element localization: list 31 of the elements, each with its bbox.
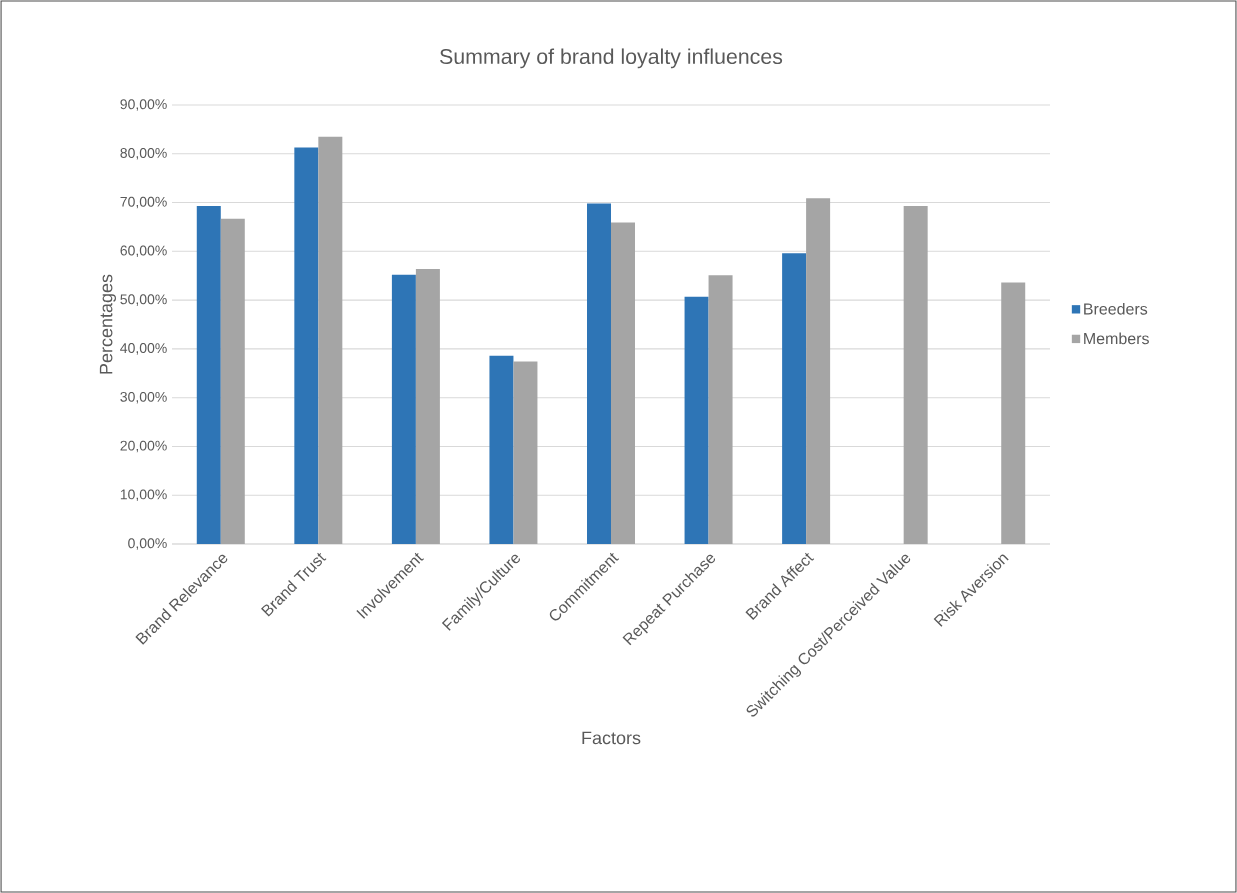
chart-title: Summary of brand loyalty influences (440, 48, 783, 69)
y-tick-label: 30,00% (120, 391, 167, 404)
bar (391, 274, 416, 544)
bar (294, 147, 319, 544)
bar (684, 296, 709, 544)
y-tick-label: 60,00% (120, 245, 167, 258)
bar (611, 222, 636, 544)
bar (415, 268, 440, 544)
y-tick-label: 70,00% (120, 196, 167, 209)
bar (196, 205, 221, 544)
bar (587, 203, 611, 544)
legend-label: Breeders (1084, 302, 1148, 315)
y-axis-title: Percentages (99, 274, 116, 374)
bar (782, 253, 807, 544)
bar (903, 205, 928, 544)
y-tick-label: 80,00% (120, 148, 167, 160)
y-tick-label: 10,00% (120, 489, 167, 502)
y-tick-label: 50,00% (120, 294, 167, 306)
x-axis-title: Factors (582, 731, 641, 745)
bar (1001, 282, 1026, 544)
legend-label: Members (1084, 332, 1149, 345)
y-tick-label: 40,00% (120, 343, 167, 355)
bar (806, 198, 831, 544)
bar (513, 361, 538, 544)
bar (318, 136, 343, 544)
bar (489, 355, 514, 544)
y-tick-label: 90,00% (120, 99, 167, 111)
y-tick-label: 0,00% (128, 538, 167, 550)
y-tick-label: 20,00% (120, 440, 167, 453)
bar (220, 218, 245, 544)
bar (708, 275, 733, 544)
